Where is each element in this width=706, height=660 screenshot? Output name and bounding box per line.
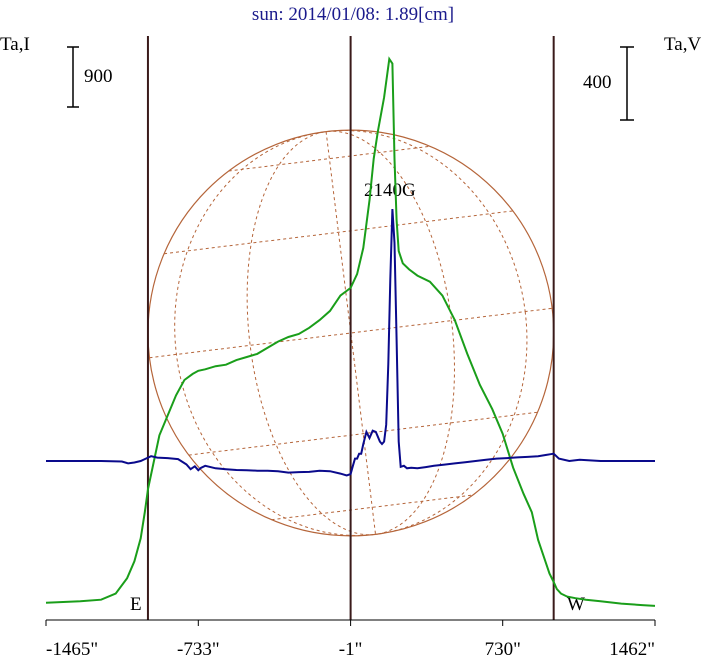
x-axis-ticks: -1465" -733" -1" 730" 1462"	[45, 620, 656, 660]
right-axis-label: Ta,V	[664, 34, 701, 55]
left-scale-bar	[67, 46, 79, 108]
left-axis-label: Ta,I	[0, 34, 30, 55]
longitude-gridline	[174, 130, 528, 536]
limb-and-center-lines	[146, 36, 555, 620]
x-tick-label: -1"	[339, 639, 363, 660]
x-tick-label: -1465"	[46, 639, 98, 660]
latitude-gridline	[271, 494, 473, 521]
chart-title: sun: 2014/01/08: 1.89[cm]	[252, 4, 454, 25]
field-annotation: 2140G	[364, 180, 416, 201]
polarization-series-line	[46, 208, 655, 477]
latitude-gridline	[149, 307, 553, 359]
east-limb-label: E	[130, 594, 142, 615]
latitude-gridline	[188, 411, 538, 456]
x-tick-label: -733"	[177, 639, 220, 660]
left-scale-value: 900	[84, 66, 113, 87]
right-scale-value: 400	[583, 72, 612, 93]
x-tick-label: 730"	[485, 639, 521, 660]
x-tick-label: 1462"	[609, 639, 655, 660]
latitude-gridline	[228, 145, 431, 172]
central-meridian	[325, 131, 377, 535]
right-scale-bar	[620, 46, 634, 121]
intensity-series-line	[45, 56, 656, 607]
latitude-gridline	[164, 210, 513, 255]
